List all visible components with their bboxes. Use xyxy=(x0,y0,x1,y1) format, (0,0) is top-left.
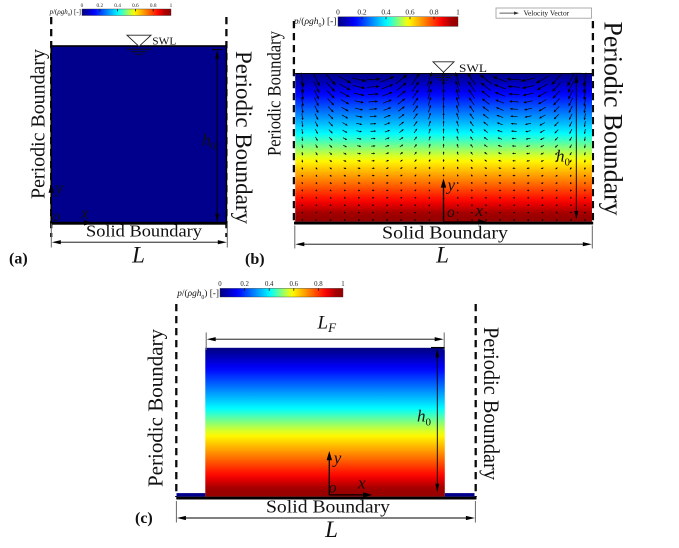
svg-text:1: 1 xyxy=(456,8,460,17)
svg-text:(a): (a) xyxy=(9,251,28,268)
svg-text:0.6: 0.6 xyxy=(290,281,299,288)
svg-text:0.8: 0.8 xyxy=(314,281,323,288)
svg-text:y: y xyxy=(54,178,64,197)
svg-text:L: L xyxy=(324,517,338,542)
svg-text:0.6: 0.6 xyxy=(132,3,139,9)
svg-text:(b): (b) xyxy=(245,251,265,268)
svg-text:0.2: 0.2 xyxy=(96,3,103,9)
svg-text:0: 0 xyxy=(81,3,84,9)
svg-text:x: x xyxy=(80,204,89,223)
svg-text:p/(ρgh0) [-]: p/(ρgh0) [-] xyxy=(293,16,337,29)
svg-text:L: L xyxy=(435,242,449,267)
svg-text:0.8: 0.8 xyxy=(150,3,157,9)
svg-text:Velocity Vector: Velocity Vector xyxy=(524,9,570,18)
svg-text:0.8: 0.8 xyxy=(429,8,439,17)
svg-text:x: x xyxy=(357,473,366,492)
svg-text:0.2: 0.2 xyxy=(357,8,367,17)
svg-text:0.6: 0.6 xyxy=(405,8,415,17)
svg-text:Solid Boundary: Solid Boundary xyxy=(382,223,508,243)
svg-text:y: y xyxy=(332,449,342,468)
svg-text:Periodic Boundary: Periodic Boundary xyxy=(231,51,256,224)
svg-text:Periodic Boundary: Periodic Boundary xyxy=(144,329,168,487)
svg-text:Periodic Boundary: Periodic Boundary xyxy=(599,22,628,216)
svg-text:SWL: SWL xyxy=(459,63,487,75)
svg-text:Periodic Boundary: Periodic Boundary xyxy=(479,327,504,480)
svg-text:L: L xyxy=(131,242,145,267)
svg-text:Solid Boundary: Solid Boundary xyxy=(86,222,203,241)
svg-text:o: o xyxy=(329,479,337,496)
svg-text:0: 0 xyxy=(336,8,340,17)
svg-text:1: 1 xyxy=(170,3,173,9)
svg-text:x: x xyxy=(475,201,484,220)
svg-text:0.2: 0.2 xyxy=(240,281,249,288)
svg-text:0.4: 0.4 xyxy=(114,3,121,9)
svg-text:(c): (c) xyxy=(135,510,153,527)
svg-text:o: o xyxy=(447,204,455,221)
svg-text:0: 0 xyxy=(218,281,222,288)
svg-text:Periodic Boundary: Periodic Boundary xyxy=(28,49,49,199)
svg-text:Periodic Boundary: Periodic Boundary xyxy=(264,31,285,156)
svg-text:0.4: 0.4 xyxy=(265,281,274,288)
svg-text:y: y xyxy=(446,176,456,195)
svg-text:SWL: SWL xyxy=(152,35,176,47)
svg-text:p/(ρgh0) [-]: p/(ρgh0) [-] xyxy=(176,288,219,301)
svg-text:p/(ρgh0) [-]: p/(ρgh0) [-] xyxy=(49,8,81,17)
svg-text:1: 1 xyxy=(341,281,344,288)
svg-text:LF: LF xyxy=(317,313,338,336)
svg-text:0.4: 0.4 xyxy=(381,8,391,17)
svg-text:Solid Boundary: Solid Boundary xyxy=(266,496,390,516)
